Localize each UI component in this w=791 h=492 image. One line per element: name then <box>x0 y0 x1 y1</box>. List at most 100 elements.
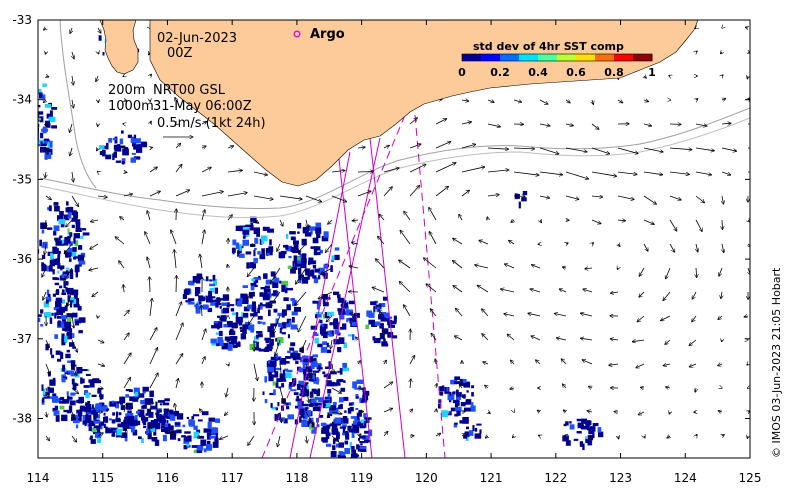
sst-pixel <box>38 314 42 317</box>
sst-pixel <box>463 382 470 387</box>
sst-pixel <box>463 394 466 399</box>
sst-pixel <box>339 397 344 403</box>
sst-pixel <box>289 347 295 351</box>
sst-pixel <box>209 283 216 287</box>
sst-pixel <box>472 425 475 431</box>
sst-pixel <box>239 244 242 251</box>
current-vector <box>305 387 309 403</box>
sst-pixel <box>343 342 348 348</box>
sst-pixel <box>351 320 357 326</box>
current-vector <box>404 211 411 221</box>
sst-pixel <box>54 405 59 411</box>
sst-pixel <box>42 397 45 403</box>
current-vector <box>539 99 548 104</box>
sst-pixel <box>239 225 246 232</box>
sst-pixel <box>323 302 329 307</box>
current-vector <box>510 388 515 389</box>
sst-pixel <box>242 327 247 334</box>
sst-pixel <box>439 386 445 392</box>
sst-pixel <box>244 321 250 327</box>
sst-pixel <box>336 443 341 448</box>
sst-pixel <box>196 273 203 280</box>
sst-pixel <box>462 417 469 424</box>
current-vector <box>661 315 671 321</box>
sst-pixel <box>39 239 42 247</box>
sst-pixel <box>42 83 47 87</box>
sst-pixel <box>145 398 152 401</box>
sst-pixel <box>138 436 142 440</box>
sst-pixel <box>45 296 52 302</box>
sst-pixel <box>332 424 338 431</box>
sst-pixel <box>229 336 236 341</box>
sst-pixel <box>565 421 569 426</box>
sst-pixel <box>67 360 72 363</box>
sst-pixel <box>55 240 61 246</box>
current-vector <box>588 386 592 388</box>
sst-pixel <box>88 426 92 432</box>
current-vector <box>298 315 307 332</box>
sst-pixel <box>123 419 127 426</box>
sst-pixel <box>476 423 482 426</box>
sst-pixel <box>275 318 279 325</box>
sst-pixel <box>65 287 68 293</box>
sst-pixel <box>290 324 298 330</box>
sst-pixel <box>159 403 163 406</box>
sst-pixel <box>192 276 199 283</box>
sst-pixel <box>143 425 147 429</box>
current-vector <box>45 387 49 397</box>
sst-pixel <box>302 226 309 234</box>
sst-pixel <box>366 417 372 420</box>
sst-pixel <box>286 318 292 324</box>
sst-pixel <box>73 293 78 300</box>
sst-pixel <box>72 251 77 257</box>
sst-pixel <box>258 304 262 309</box>
sst-pixel <box>289 320 292 326</box>
plot-frame <box>37 19 751 459</box>
current-vector <box>97 340 104 343</box>
current-vector <box>479 240 489 245</box>
sst-pixel <box>354 387 360 390</box>
sst-pixel <box>360 443 363 446</box>
current-vector <box>669 148 692 150</box>
sst-pixel <box>355 396 359 399</box>
current-vector <box>176 378 178 389</box>
sst-pixel <box>342 424 347 427</box>
sst-pixel <box>309 226 316 231</box>
sst-pixel <box>133 416 137 421</box>
sst-pixel <box>140 399 145 405</box>
sst-pixel <box>372 336 376 341</box>
sst-pixel <box>328 333 333 337</box>
current-vector <box>149 191 160 197</box>
current-vector <box>669 243 675 252</box>
sst-pixel <box>287 414 294 420</box>
current-vector <box>540 220 542 223</box>
sst-pixel <box>356 444 360 450</box>
sst-pixel <box>327 415 330 418</box>
current-vector <box>409 164 426 173</box>
current-vector <box>721 147 737 151</box>
sst-pixel <box>290 389 297 392</box>
sst-pixel <box>48 205 52 212</box>
sst-pixel <box>73 233 80 239</box>
sst-pixel <box>96 427 99 430</box>
sst-pixel <box>333 407 339 415</box>
sst-pixel <box>251 263 256 269</box>
current-vector <box>695 171 712 175</box>
current-vector <box>90 220 99 222</box>
sst-pixel <box>343 416 347 422</box>
current-vector <box>617 147 638 154</box>
current-vector <box>511 220 514 222</box>
current-vector <box>318 291 333 299</box>
sst-pixel <box>585 436 588 441</box>
sst-pixel <box>324 427 330 434</box>
sst-pixel <box>266 361 272 368</box>
sst-pixel <box>250 282 255 286</box>
current-vector <box>669 219 677 231</box>
current-vector <box>123 194 133 196</box>
sst-pixel <box>116 144 121 148</box>
current-vector <box>170 433 177 437</box>
current-vector <box>280 363 282 379</box>
current-vector <box>72 315 74 328</box>
sst-pixel <box>281 383 285 388</box>
sst-pixel <box>283 244 288 248</box>
